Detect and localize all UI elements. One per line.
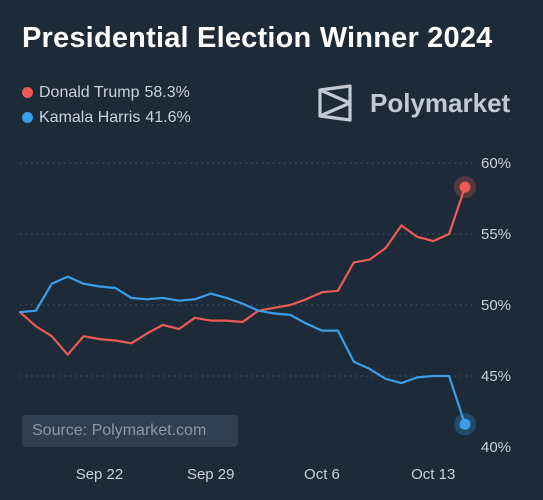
chart-title: Presidential Election Winner 2024 [22, 22, 493, 54]
series-lines [18, 186, 467, 426]
series-line-trump [18, 186, 467, 356]
legend-harris-value: 41.6% [145, 108, 191, 126]
x-tick-label: Oct 6 [304, 466, 340, 483]
y-tick-label: 55% [481, 226, 511, 243]
x-tick-label: Oct 13 [411, 466, 455, 483]
harris-legend-dot-icon [22, 112, 33, 123]
grid [20, 162, 472, 377]
legend-harris-name: Kamala Harris [39, 108, 141, 126]
end-marker-point [459, 418, 471, 430]
y-tick-label: 45% [481, 368, 511, 385]
legend-item-trump: Donald Trump 58.3% [22, 80, 191, 105]
y-axis-ticks: 40% 45% 50% 55% 60% [481, 155, 511, 456]
series-line-harris [18, 275, 467, 426]
x-axis-ticks: Sep 22 Sep 29 Oct 6 Oct 13 [76, 466, 456, 483]
legend: Donald Trump 58.3% Kamala Harris 41.6% [22, 80, 191, 130]
end-marker-point [459, 181, 471, 193]
x-tick-label: Sep 22 [76, 466, 124, 483]
legend-trump-name: Donald Trump [39, 83, 140, 101]
y-tick-label: 60% [481, 155, 511, 172]
end-markers [454, 176, 476, 436]
y-tick-label: 40% [481, 439, 511, 456]
x-tick-label: Sep 29 [187, 466, 235, 483]
source-label: Source: Polymarket.com [22, 415, 238, 447]
brand: Polymarket [316, 84, 510, 122]
brand-name: Polymarket [370, 87, 511, 118]
polymarket-logo-icon [318, 84, 352, 122]
trump-legend-dot-icon [22, 87, 33, 98]
legend-item-harris: Kamala Harris 41.6% [22, 105, 191, 130]
y-tick-label: 50% [481, 297, 511, 314]
legend-trump-value: 58.3% [144, 83, 190, 101]
